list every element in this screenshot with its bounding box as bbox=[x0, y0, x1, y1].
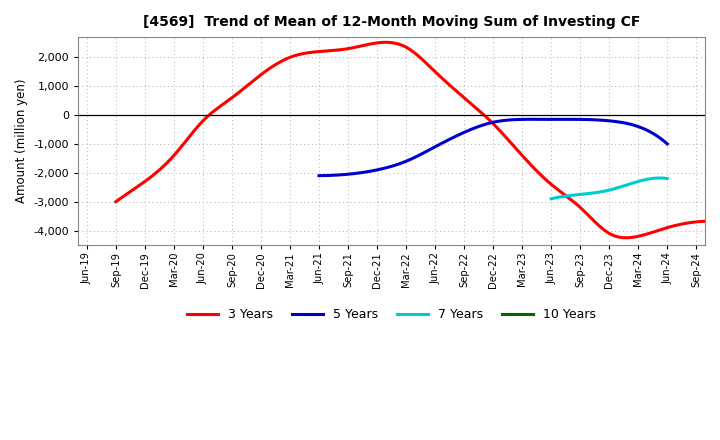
Y-axis label: Amount (million yen): Amount (million yen) bbox=[15, 79, 28, 203]
Legend: 3 Years, 5 Years, 7 Years, 10 Years: 3 Years, 5 Years, 7 Years, 10 Years bbox=[182, 303, 601, 326]
Title: [4569]  Trend of Mean of 12-Month Moving Sum of Investing CF: [4569] Trend of Mean of 12-Month Moving … bbox=[143, 15, 640, 29]
